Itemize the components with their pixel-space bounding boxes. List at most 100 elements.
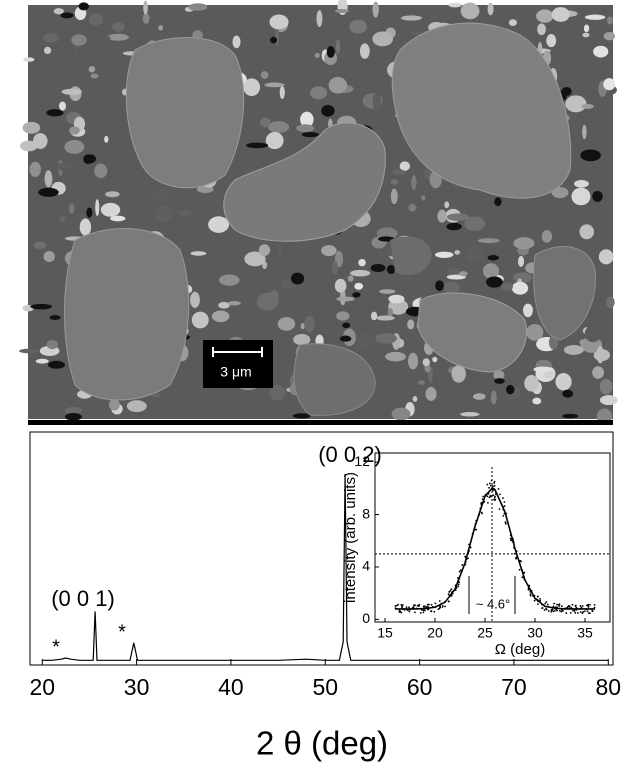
particle: [513, 237, 535, 250]
inset-frame: [374, 452, 611, 623]
particle: [94, 163, 108, 179]
particle: [533, 366, 553, 373]
particle: [269, 14, 289, 30]
data-dot: [519, 559, 522, 562]
data-dot: [529, 593, 532, 596]
particle: [71, 34, 87, 46]
pore: [370, 263, 386, 273]
grain: [417, 292, 527, 373]
data-dot: [576, 612, 579, 614]
particle: [88, 13, 103, 26]
particle: [188, 3, 208, 11]
x-axis-label: Ω (deg): [495, 641, 545, 658]
data-dot: [574, 611, 577, 614]
data-dot: [493, 496, 496, 499]
particle: [268, 121, 290, 133]
data-dot: [579, 611, 582, 614]
particle: [90, 73, 99, 79]
data-dot: [433, 610, 436, 613]
particle: [260, 71, 269, 79]
particle: [244, 251, 266, 267]
data-dot: [401, 605, 404, 608]
particle: [388, 294, 405, 304]
particle: [143, 0, 148, 15]
data-dot: [444, 605, 446, 608]
data-dot: [494, 498, 497, 501]
x-tick-label: 40: [218, 674, 244, 700]
data-dot: [583, 610, 586, 613]
particle: [88, 66, 96, 73]
particle: [472, 393, 486, 400]
particle: [19, 348, 39, 354]
particle: [563, 344, 584, 355]
particle: [104, 35, 111, 41]
particle: [46, 339, 59, 350]
data-dot: [587, 603, 590, 606]
particle: [412, 396, 418, 402]
particle: [277, 317, 296, 331]
data-dot: [469, 546, 472, 549]
data-dot: [556, 603, 558, 606]
data-dot: [529, 594, 532, 597]
data-dot: [448, 591, 451, 593]
particle: [43, 251, 55, 262]
particle: [336, 296, 355, 302]
particle: [33, 241, 47, 249]
particle: [376, 315, 395, 321]
annotation: ~ 4.6°: [476, 596, 510, 611]
grain: [64, 228, 190, 401]
particle: [150, 393, 162, 398]
particle: [104, 135, 109, 143]
data-dot: [408, 606, 410, 609]
y-tick-label: 0: [362, 610, 370, 626]
pore: [386, 264, 396, 274]
particle: [59, 101, 67, 111]
particle: [56, 162, 74, 171]
annotation: *: [118, 621, 126, 643]
particle: [537, 23, 547, 36]
particle: [454, 250, 461, 255]
data-dot: [502, 514, 505, 517]
data-dot: [498, 508, 501, 511]
data-dot: [560, 610, 563, 613]
particle: [208, 216, 230, 233]
scale-bar-label: 3 μm: [220, 364, 251, 380]
particle: [392, 169, 406, 175]
particle: [458, 271, 468, 277]
y-tick-label: 4: [362, 558, 370, 574]
data-dot: [434, 602, 437, 605]
x-tick-label: 30: [527, 625, 543, 641]
xrd-pattern: [42, 473, 609, 661]
particle: [536, 9, 554, 23]
data-dot: [588, 612, 591, 614]
data-dot: [558, 603, 561, 606]
particle: [482, 263, 500, 279]
particle: [243, 78, 261, 97]
data-dot: [488, 482, 491, 485]
particle: [300, 111, 314, 128]
particle: [579, 224, 594, 240]
x-tick-label: 20: [29, 674, 55, 700]
data-dot: [541, 607, 544, 610]
annotation: (0 0 1): [51, 586, 115, 611]
pore: [487, 255, 500, 261]
particle: [370, 311, 378, 321]
data-dot: [405, 606, 408, 609]
data-dot: [457, 585, 460, 588]
grain: [390, 236, 432, 276]
particle: [110, 215, 126, 222]
data-dot: [430, 610, 432, 613]
data-dot: [488, 496, 491, 499]
particle: [451, 365, 466, 383]
particle: [158, 25, 164, 31]
particle: [443, 281, 460, 294]
data-dot: [559, 609, 561, 612]
particle: [349, 19, 368, 34]
pore: [326, 46, 335, 58]
particle: [581, 103, 594, 109]
data-dot: [420, 609, 423, 611]
particle: [446, 213, 469, 221]
pore: [506, 384, 515, 395]
particle: [191, 311, 209, 329]
main-plot-frame: [29, 431, 614, 666]
